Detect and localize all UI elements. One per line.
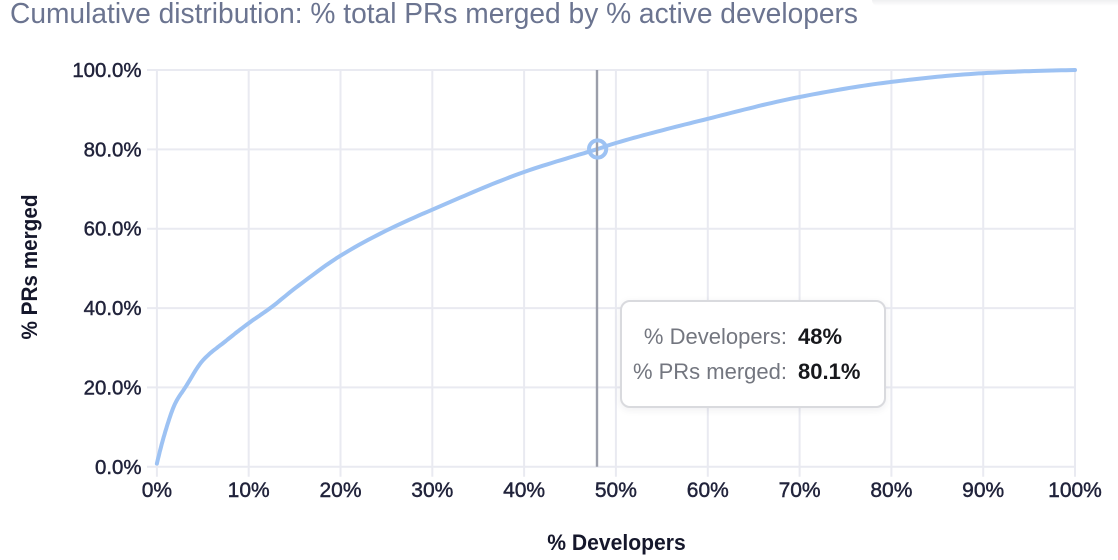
svg-text:% Developers: % Developers xyxy=(547,530,686,555)
svg-text:50%: 50% xyxy=(595,479,637,502)
svg-text:70%: 70% xyxy=(779,479,821,502)
svg-text:20.0%: 20.0% xyxy=(84,377,142,399)
svg-text:10%: 10% xyxy=(228,479,270,502)
svg-text:20%: 20% xyxy=(319,479,361,502)
svg-text:60.0%: 60.0% xyxy=(84,219,142,241)
svg-text:90%: 90% xyxy=(962,479,1004,502)
svg-text:Cumulative distribution: % tot: Cumulative distribution: % total PRs mer… xyxy=(10,0,858,30)
svg-text:40.0%: 40.0% xyxy=(84,298,142,320)
svg-text:100%: 100% xyxy=(1048,479,1102,502)
svg-text:0%: 0% xyxy=(142,479,172,502)
svg-text:40%: 40% xyxy=(503,479,545,502)
svg-text:% PRs merged: % PRs merged xyxy=(17,195,42,340)
svg-text:0.0%: 0.0% xyxy=(95,457,141,479)
svg-text:80%: 80% xyxy=(870,479,912,502)
svg-text:30%: 30% xyxy=(411,479,453,502)
svg-text:80.0%: 80.0% xyxy=(84,139,142,161)
svg-text:60%: 60% xyxy=(687,479,729,502)
svg-text:100.0%: 100.0% xyxy=(72,60,141,82)
